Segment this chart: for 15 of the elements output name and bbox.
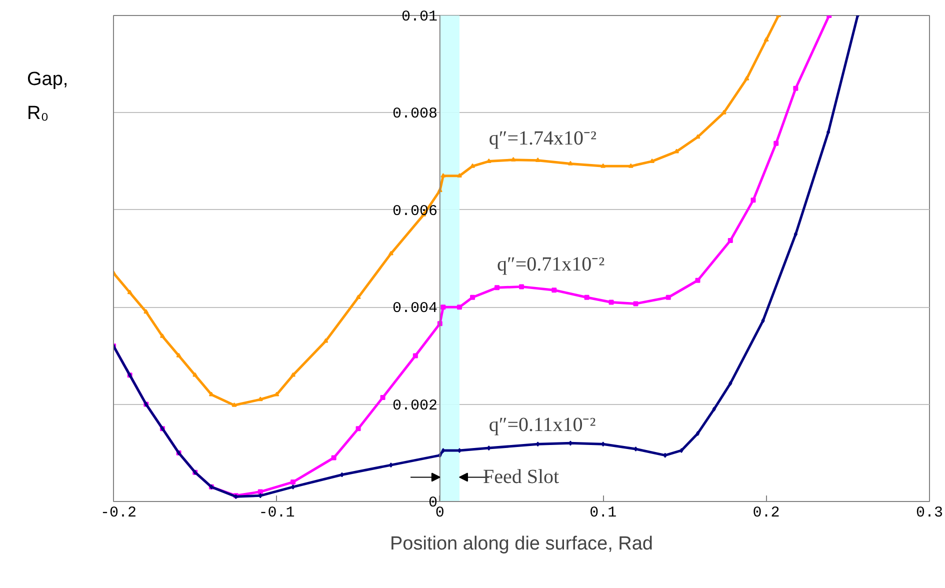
y-tick-label: 0.01 (401, 8, 438, 26)
x-tick-label: 0.3 (916, 504, 944, 522)
x-tick-label: -0.1 (258, 504, 295, 522)
x-tick-label: 0.2 (752, 504, 780, 522)
series-label: q″=1.74x10⁻² (488, 127, 596, 150)
band-label: Feed Slot (482, 466, 560, 488)
x-tick-label: -0.2 (100, 504, 137, 522)
x-tick-label: 0.1 (590, 504, 617, 522)
x-axis-title: Position along die surface, Rad (390, 534, 654, 554)
y-tick-label: 0.004 (392, 300, 438, 318)
y-tick-label: 0.008 (392, 106, 438, 123)
series-label: q″=0.71x10⁻² (497, 254, 605, 276)
y-axis-title: Gap, R₀ (26, 68, 68, 126)
y-tick-label: 0.002 (392, 397, 438, 414)
series-label: q″=0.11x10⁻² (488, 414, 596, 436)
